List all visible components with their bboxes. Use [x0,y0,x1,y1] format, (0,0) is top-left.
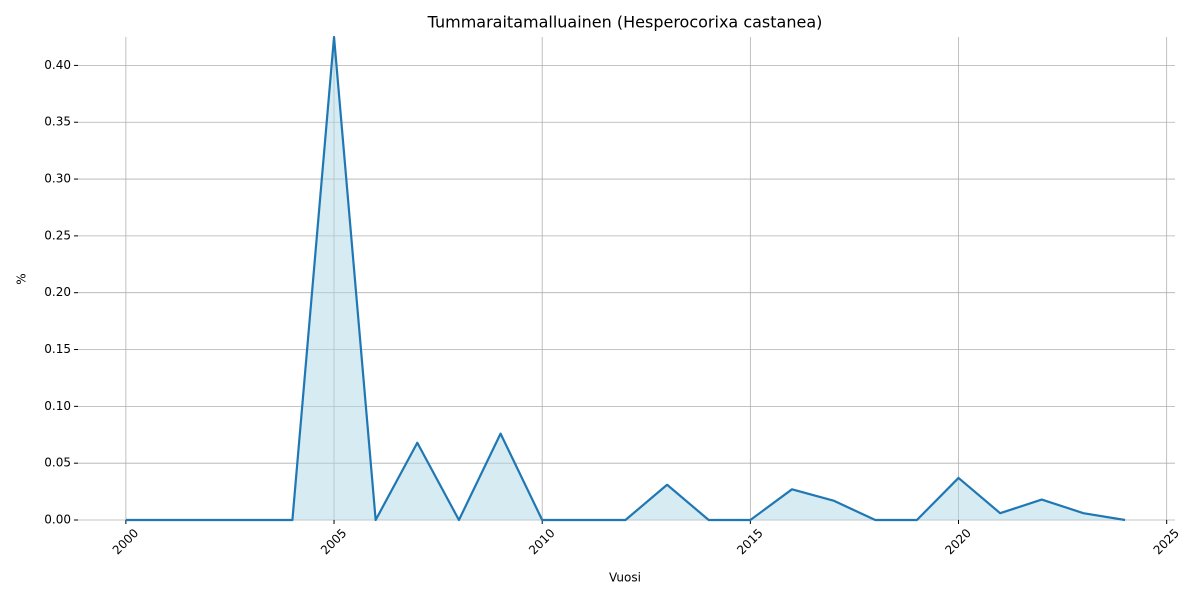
x-tick-label: 2020 [942,526,973,557]
y-axis-label: % [15,273,29,284]
area [125,37,1126,520]
y-tick-label: 0.20 [44,285,71,299]
line [125,35,1126,522]
x-tick-label: 2005 [318,526,349,557]
x-axis-label: Vuosi [609,571,641,585]
x-tick-label: 2015 [734,526,765,557]
y-tick-label: 0.15 [44,342,71,356]
x-tick-label: 2010 [526,526,557,557]
y-tick-label: 0.40 [44,58,71,72]
y-tick-label: 0.00 [44,513,71,527]
x-tick-label: 2025 [1151,526,1182,557]
y-tick-label: 0.05 [44,456,71,470]
y-tick-label: 0.30 [44,172,71,186]
y-tick-label: 0.25 [44,228,71,242]
x-tick-label: 2000 [110,526,141,557]
y-tick-label: 0.10 [44,399,71,413]
chart-title: Tummaraitamalluainen (Hesperocorixa cast… [427,13,823,32]
y-tick-label: 0.35 [44,115,71,129]
